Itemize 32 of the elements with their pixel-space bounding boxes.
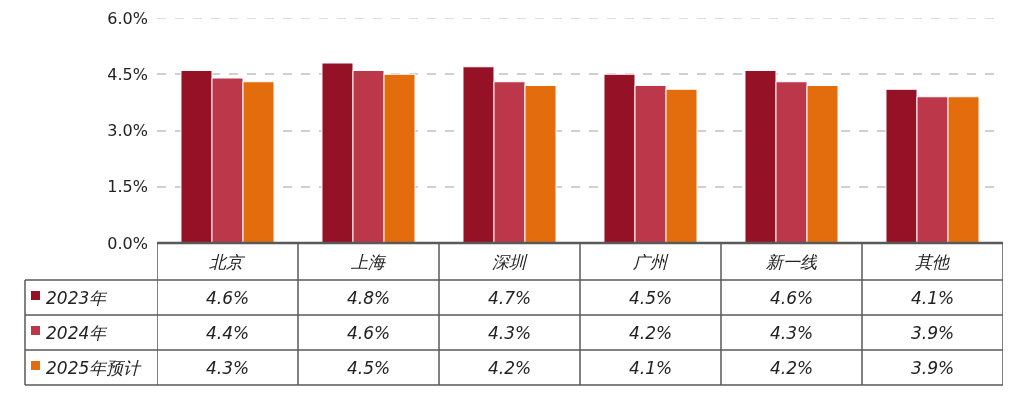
data-label: 4.1% [629, 358, 673, 378]
y-tick-label: 4.5% [107, 64, 148, 84]
x-tick-label: 北京 [209, 252, 246, 272]
data-label: 4.3% [206, 358, 250, 378]
data-label: 4.5% [629, 288, 673, 308]
legend-label: 2023年 [46, 288, 109, 308]
data-label: 4.2% [629, 323, 673, 343]
data-label: 4.2% [770, 358, 814, 378]
x-tick-label: 广州 [633, 252, 669, 272]
data-label: 3.9% [911, 358, 955, 378]
legend-label: 2024年 [46, 323, 109, 343]
legend-label: 2025年预计 [46, 358, 143, 378]
data-label: 4.6% [206, 288, 250, 308]
data-label: 4.5% [347, 358, 391, 378]
data-label: 4.4% [206, 323, 250, 343]
data-label: 4.6% [770, 288, 814, 308]
y-tick-label: 1.5% [107, 177, 148, 197]
x-tick-label: 其他 [915, 252, 950, 272]
y-tick-label: 0.0% [107, 233, 148, 253]
x-tick-label: 深圳 [492, 252, 528, 272]
y-tick-label: 3.0% [107, 121, 148, 141]
data-label: 4.8% [347, 288, 391, 308]
data-label: 4.1% [911, 288, 955, 308]
y-tick-label: 6.0% [107, 8, 148, 28]
x-tick-label: 上海 [351, 252, 387, 272]
data-label: 4.3% [770, 323, 814, 343]
data-label: 3.9% [911, 323, 955, 343]
data-label: 4.7% [488, 288, 532, 308]
data-label: 4.2% [488, 358, 532, 378]
data-label: 4.6% [347, 323, 391, 343]
data-label: 4.3% [488, 323, 532, 343]
x-tick-label: 新一线 [766, 252, 818, 272]
